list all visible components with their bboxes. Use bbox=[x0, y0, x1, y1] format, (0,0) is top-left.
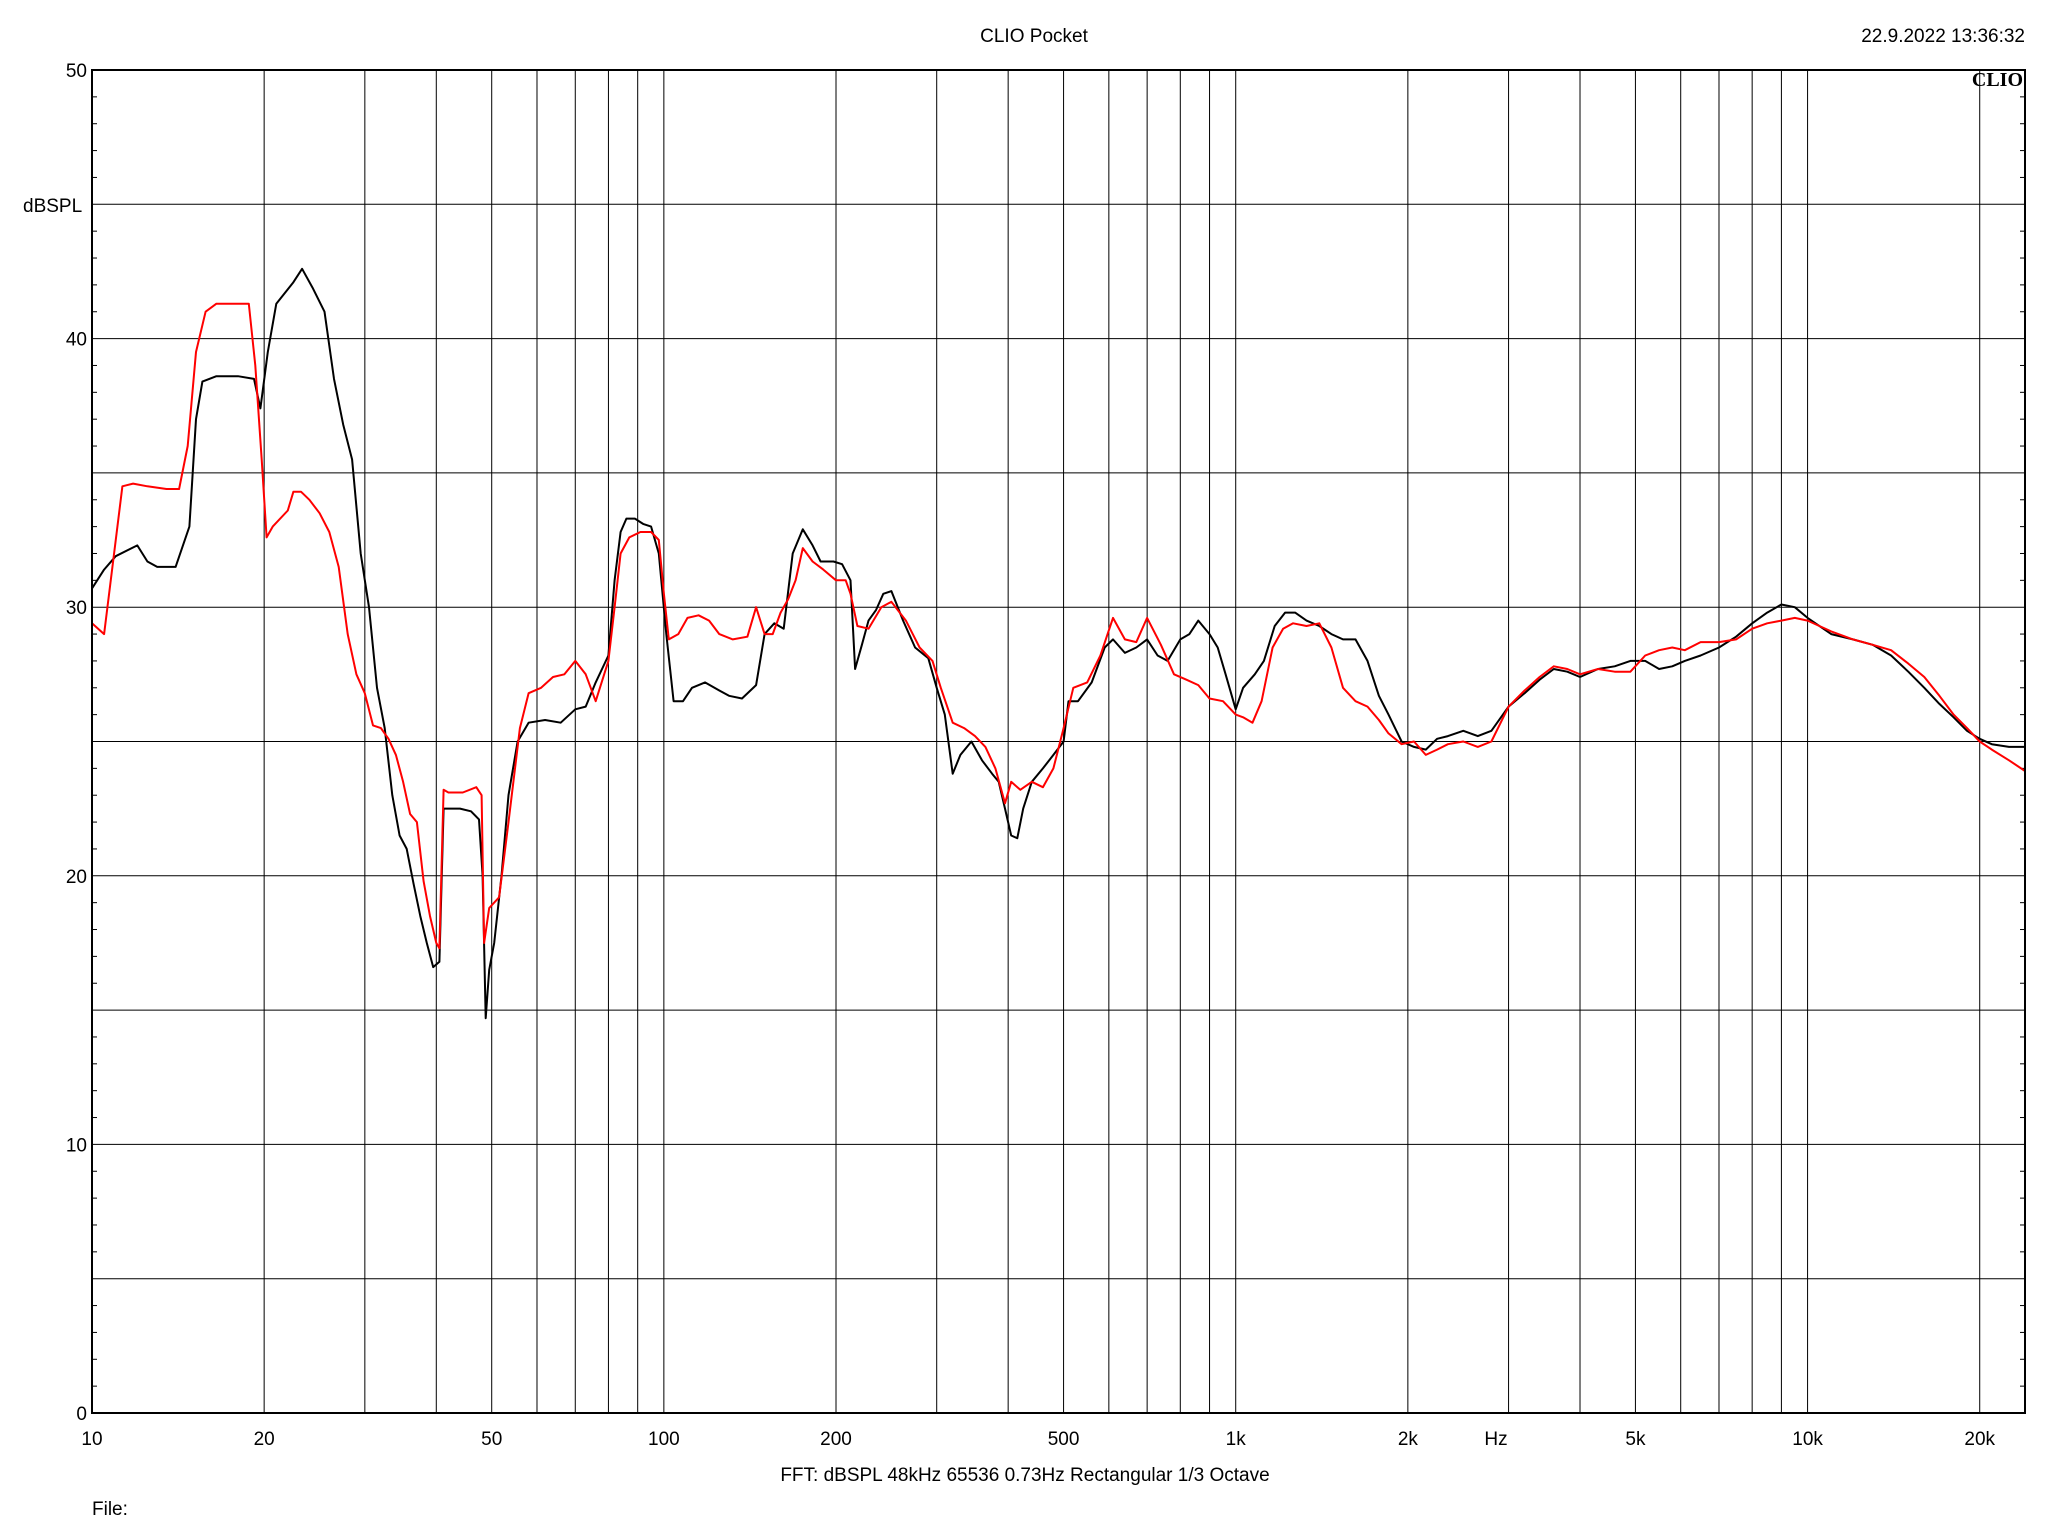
x-tick-label: 2k bbox=[1398, 1429, 1419, 1450]
y-tick-label: 30 bbox=[66, 598, 87, 619]
x-tick-label: 500 bbox=[1048, 1429, 1080, 1450]
y-tick-label: 40 bbox=[66, 330, 87, 351]
file-label: File: bbox=[92, 1499, 128, 1520]
plot-frame bbox=[91, 69, 2026, 1414]
x-tick-labels: 10 20 50 100 200 500 1k 2k 5k 10k 20k bbox=[81, 1429, 1995, 1450]
y-tick-label: 50 bbox=[66, 61, 87, 82]
x-tick-label: 5k bbox=[1625, 1429, 1646, 1450]
x-tick-label: 100 bbox=[648, 1429, 680, 1450]
clio-watermark: CLIO bbox=[1972, 69, 2023, 91]
x-tick-label: 20k bbox=[1964, 1429, 1995, 1450]
measurement-info: FFT: dBSPL 48kHz 65536 0.73Hz Rectangula… bbox=[780, 1465, 1269, 1486]
x-tick-label: 200 bbox=[820, 1429, 852, 1450]
x-tick-label: 50 bbox=[481, 1429, 502, 1450]
x-tick-label: 20 bbox=[254, 1429, 275, 1450]
y-axis-label: dBSPL bbox=[23, 196, 82, 217]
x-tick-label: 10k bbox=[1792, 1429, 1823, 1450]
series-line-red bbox=[91, 302, 2026, 950]
timestamp: 22.9.2022 13:36:32 bbox=[1861, 26, 2025, 47]
y-tick-labels: 0 10 20 30 40 50 bbox=[66, 61, 87, 1425]
series-line-black bbox=[91, 267, 2025, 1020]
x-tick-label: 1k bbox=[1226, 1429, 1247, 1450]
y-tick-label: 0 bbox=[76, 1404, 87, 1425]
series-lines bbox=[91, 267, 2026, 1020]
y-tick-label: 20 bbox=[66, 867, 87, 888]
chart-title: CLIO Pocket bbox=[980, 26, 1088, 47]
y-tick-label: 10 bbox=[66, 1135, 87, 1156]
x-unit-label: Hz bbox=[1484, 1429, 1507, 1450]
x-tick-label: 10 bbox=[81, 1429, 102, 1450]
